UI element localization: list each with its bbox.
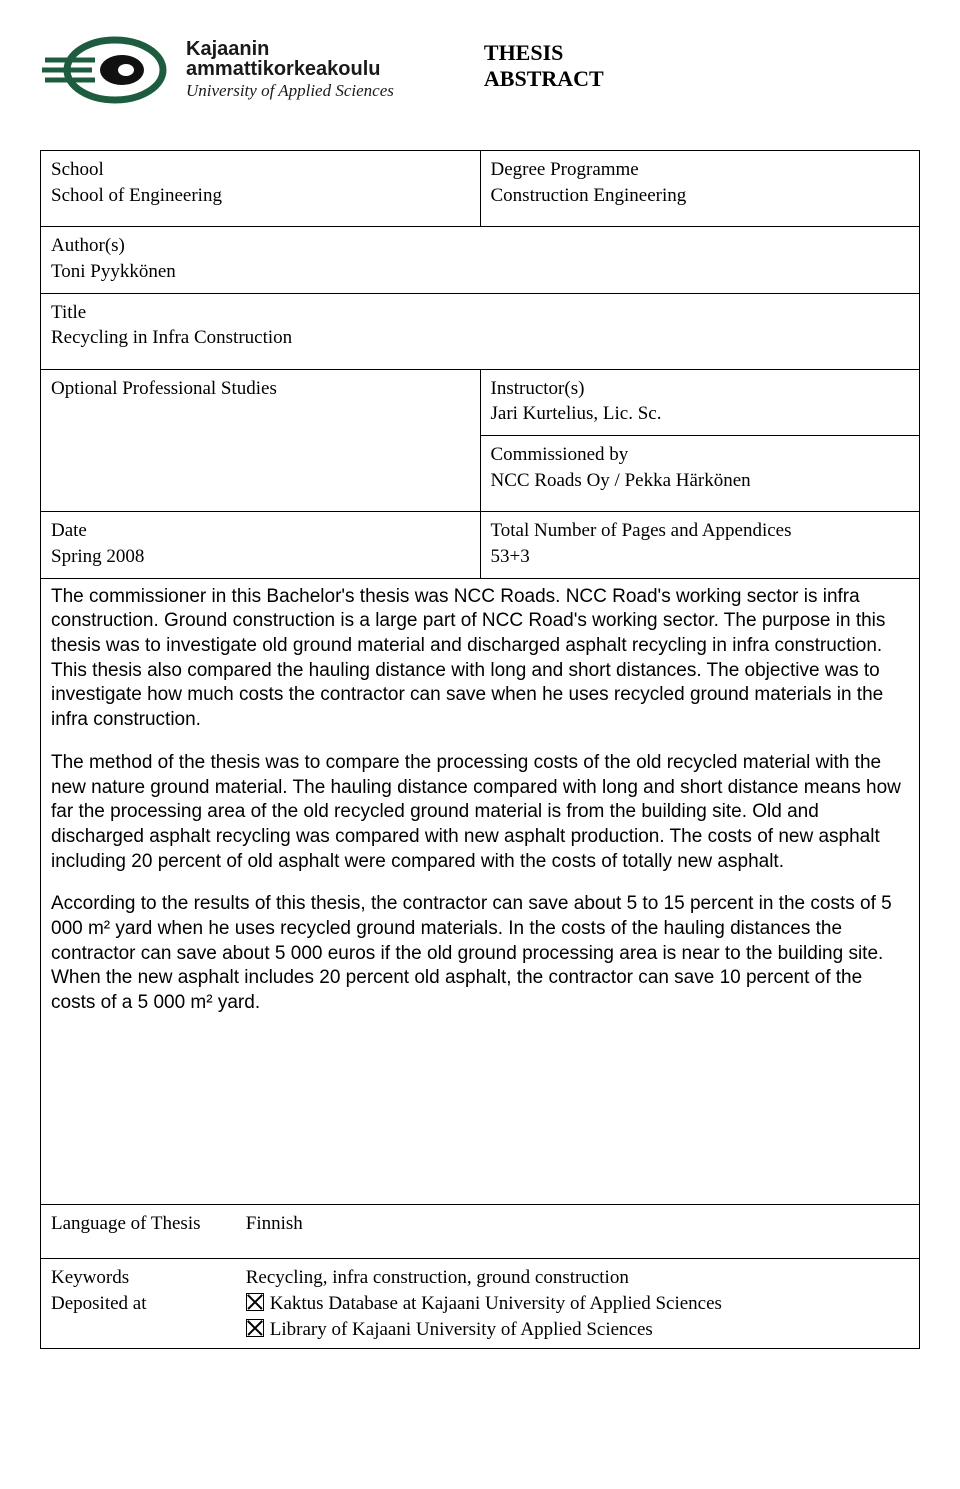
- deposited-value-2: Library of Kajaani University of Applied…: [270, 1319, 653, 1340]
- deposited-label: Deposited at: [51, 1291, 241, 1317]
- keywords-label: Keywords: [51, 1265, 241, 1291]
- deposited-values: Kaktus Database at Kajaani University of…: [246, 1291, 722, 1342]
- date-label: Date: [51, 518, 470, 544]
- logo-name-line2: ammattikorkeakoulu: [186, 59, 394, 79]
- commissioned-label: Commissioned by: [491, 442, 910, 468]
- author-label: Author(s): [51, 233, 909, 259]
- instructor-value: Jari Kurtelius, Lic. Sc.: [491, 401, 910, 427]
- keywords-value: Recycling, infra construction, ground co…: [246, 1267, 629, 1288]
- optional-studies-cell: Optional Professional Studies: [41, 369, 481, 512]
- language-cell: Language of Thesis Finnish: [41, 1204, 920, 1259]
- logo-text: Kajaanin ammattikorkeakoulu University o…: [186, 39, 394, 101]
- metadata-table: School School of Engineering Degree Prog…: [40, 150, 920, 1349]
- logo-name-line1: Kajaanin: [186, 39, 394, 59]
- header: Kajaanin ammattikorkeakoulu University o…: [40, 30, 920, 110]
- language-label: Language of Thesis: [51, 1211, 241, 1237]
- author-value: Toni Pyykkönen: [51, 259, 909, 285]
- title-cell: Title Recycling in Infra Construction: [41, 293, 920, 369]
- deposited-value-1: Kaktus Database at Kajaani University of…: [270, 1293, 722, 1314]
- page: Kajaanin ammattikorkeakoulu University o…: [0, 0, 960, 1389]
- instructor-label: Instructor(s): [491, 376, 910, 402]
- logo-block: Kajaanin ammattikorkeakoulu University o…: [40, 30, 394, 110]
- title-label: Title: [51, 300, 909, 326]
- school-label: School: [51, 157, 470, 183]
- author-cell: Author(s) Toni Pyykkönen: [41, 227, 920, 293]
- doc-title-line2: ABSTRACT: [484, 66, 604, 92]
- keywords-deposited-cell: Keywords Recycling, infra construction, …: [41, 1259, 920, 1349]
- degree-cell: Degree Programme Construction Engineerin…: [480, 151, 920, 227]
- doc-title-line1: THESIS: [484, 40, 604, 66]
- commissioned-cell: Commissioned by NCC Roads Oy / Pekka Här…: [480, 436, 920, 512]
- title-value: Recycling in Infra Construction: [51, 325, 909, 351]
- degree-label: Degree Programme: [491, 157, 910, 183]
- date-cell: Date Spring 2008: [41, 512, 481, 578]
- instructor-cell: Instructor(s) Jari Kurtelius, Lic. Sc.: [480, 369, 920, 435]
- abstract-p1: The commissioner in this Bachelor's thes…: [51, 585, 909, 733]
- pages-label: Total Number of Pages and Appendices: [491, 518, 910, 544]
- school-cell: School School of Engineering: [41, 151, 481, 227]
- checkbox-icon: [246, 1319, 264, 1337]
- school-value: School of Engineering: [51, 183, 470, 209]
- checkbox-icon: [246, 1293, 264, 1311]
- optional-label: Optional Professional Studies: [51, 376, 470, 402]
- logo-name-line3: University of Applied Sciences: [186, 81, 394, 101]
- pages-value: 53+3: [491, 544, 910, 570]
- institution-logo-icon: [40, 30, 180, 110]
- language-value: Finnish: [246, 1213, 303, 1234]
- date-value: Spring 2008: [51, 544, 470, 570]
- abstract-cell: The commissioner in this Bachelor's thes…: [41, 578, 920, 1204]
- commissioned-value: NCC Roads Oy / Pekka Härkönen: [491, 468, 910, 494]
- abstract-p3: According to the results of this thesis,…: [51, 892, 909, 1015]
- abstract-p2: The method of the thesis was to compare …: [51, 751, 909, 874]
- degree-value: Construction Engineering: [491, 183, 910, 209]
- pages-cell: Total Number of Pages and Appendices 53+…: [480, 512, 920, 578]
- abstract-body: The commissioner in this Bachelor's thes…: [41, 579, 919, 1204]
- document-title-block: THESIS ABSTRACT: [484, 40, 604, 93]
